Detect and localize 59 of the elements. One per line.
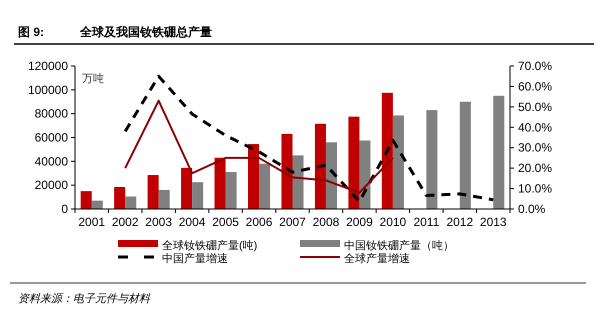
- bar: [181, 168, 192, 209]
- bar: [382, 92, 393, 209]
- bar: [148, 175, 159, 209]
- bar: [493, 96, 504, 209]
- x-tick-label: 2011: [413, 215, 440, 229]
- x-tick-label: 2004: [178, 215, 206, 229]
- bar: [192, 182, 204, 209]
- bar: [248, 144, 260, 209]
- bar: [80, 191, 92, 209]
- x-tick-label: 2008: [312, 215, 340, 229]
- y-tick-label: 0: [61, 202, 68, 216]
- bar: [314, 124, 326, 209]
- bar: [281, 134, 292, 209]
- x-tick-label: 2005: [212, 215, 240, 229]
- bar: [114, 186, 126, 209]
- y-axis-title: 万吨: [82, 72, 104, 85]
- x-tick-label: 2012: [446, 215, 474, 229]
- bar: [125, 196, 136, 209]
- bar: [259, 164, 270, 209]
- y2-tick-label: 60.0%: [518, 79, 552, 94]
- x-tick-label: 2006: [246, 215, 273, 229]
- y-tick-label: 80000: [34, 106, 68, 121]
- y-tick-label: 20000: [34, 178, 68, 192]
- x-tick-label: 2007: [279, 215, 306, 229]
- legend-label: 中国产量增速: [162, 252, 228, 265]
- bar: [158, 190, 170, 209]
- bar: [460, 102, 471, 209]
- legend-label: 中国钕铁硼产量（吨）: [344, 239, 454, 252]
- legend-label: 全球钕铁硼产量(吨): [162, 239, 258, 252]
- legend-label: 全球产量增速: [344, 252, 410, 265]
- chart-subtitle: 全球及我国钕铁硼总产量: [79, 25, 212, 39]
- y-tick-label: 120000: [28, 59, 68, 73]
- y2-tick-label: 10.0%: [518, 182, 552, 196]
- y2-tick-label: 70.0%: [518, 59, 552, 73]
- y2-tick-label: 20.0%: [518, 161, 552, 176]
- bar: [92, 200, 103, 209]
- y-tick-label: 60000: [34, 130, 68, 144]
- bar: [326, 142, 338, 209]
- bar: [226, 172, 237, 209]
- y2-tick-label: 50.0%: [518, 100, 552, 114]
- x-tick-label: 2001: [78, 215, 106, 229]
- text: 资料来源：电子元件与材料: [18, 292, 151, 305]
- y2-tick-label: 30.0%: [518, 140, 552, 155]
- x-tick-label: 2003: [145, 215, 172, 229]
- y2-tick-label: 0.0%: [518, 202, 546, 216]
- bar: [214, 158, 226, 209]
- y-tick-label: 100000: [28, 82, 68, 97]
- x-tick-label: 2002: [112, 215, 139, 229]
- bar: [392, 115, 404, 209]
- chart-title: 图 9:: [18, 25, 44, 39]
- bar: [292, 155, 304, 209]
- bar: [348, 116, 360, 209]
- x-tick-label: 2009: [346, 215, 374, 229]
- x-tick-label: 2013: [480, 215, 507, 229]
- y2-tick-label: 40.0%: [518, 120, 552, 134]
- bar: [359, 140, 370, 209]
- bar: [426, 110, 438, 209]
- y-tick-label: 40000: [34, 154, 68, 168]
- x-tick-label: 2010: [380, 215, 407, 229]
